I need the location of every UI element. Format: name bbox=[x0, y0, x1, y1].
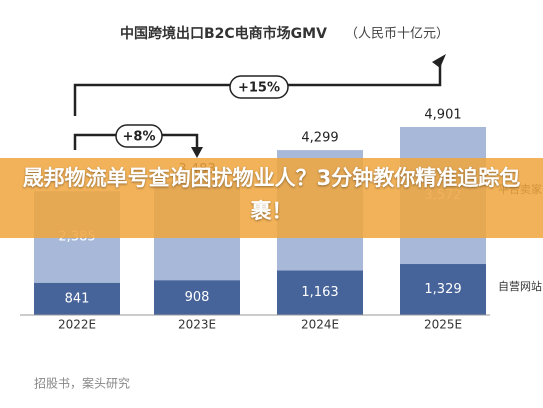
x-tick-label: 2022E bbox=[58, 318, 96, 332]
arrow-head bbox=[432, 54, 446, 68]
badge bbox=[229, 75, 289, 99]
legend-label: 自营网站 bbox=[498, 279, 542, 293]
total-label: 4,299 bbox=[301, 131, 338, 146]
value-label: 841 bbox=[65, 291, 90, 306]
x-tick-label: 2025E bbox=[424, 318, 462, 332]
total-label: 4,901 bbox=[424, 108, 461, 123]
growth-annotations: +15% +8% bbox=[73, 54, 446, 158]
chart-title: 中国跨境出口B2C电商市场GMV bbox=[120, 25, 327, 42]
value-label: 908 bbox=[185, 290, 210, 305]
source: 招股书，案头研究 bbox=[34, 376, 130, 391]
x-tick-label: 2023E bbox=[178, 318, 216, 332]
value-label: 1,163 bbox=[301, 285, 338, 300]
value-label: 1,329 bbox=[424, 282, 461, 297]
banner-text: 晟邦物流单号查询困扰物业人？3分钟教你精准追踪包裹！ bbox=[22, 166, 521, 223]
bar-segment bbox=[34, 282, 120, 315]
banner-bg bbox=[0, 158, 543, 238]
chart-subtitle: （人民币十亿元） bbox=[345, 27, 449, 42]
arrow-head bbox=[191, 147, 203, 158]
annotation: +15% bbox=[238, 81, 280, 96]
bar-segment bbox=[154, 280, 240, 315]
annotation: +8% bbox=[123, 130, 156, 145]
bar-segment bbox=[400, 264, 486, 315]
badge bbox=[115, 124, 163, 148]
bar-segment bbox=[277, 270, 363, 315]
banner: 晟邦物流单号查询困扰物业人？3分钟教你精准追踪包裹！ bbox=[22, 166, 521, 223]
x-tick-label: 2024E bbox=[301, 318, 339, 332]
